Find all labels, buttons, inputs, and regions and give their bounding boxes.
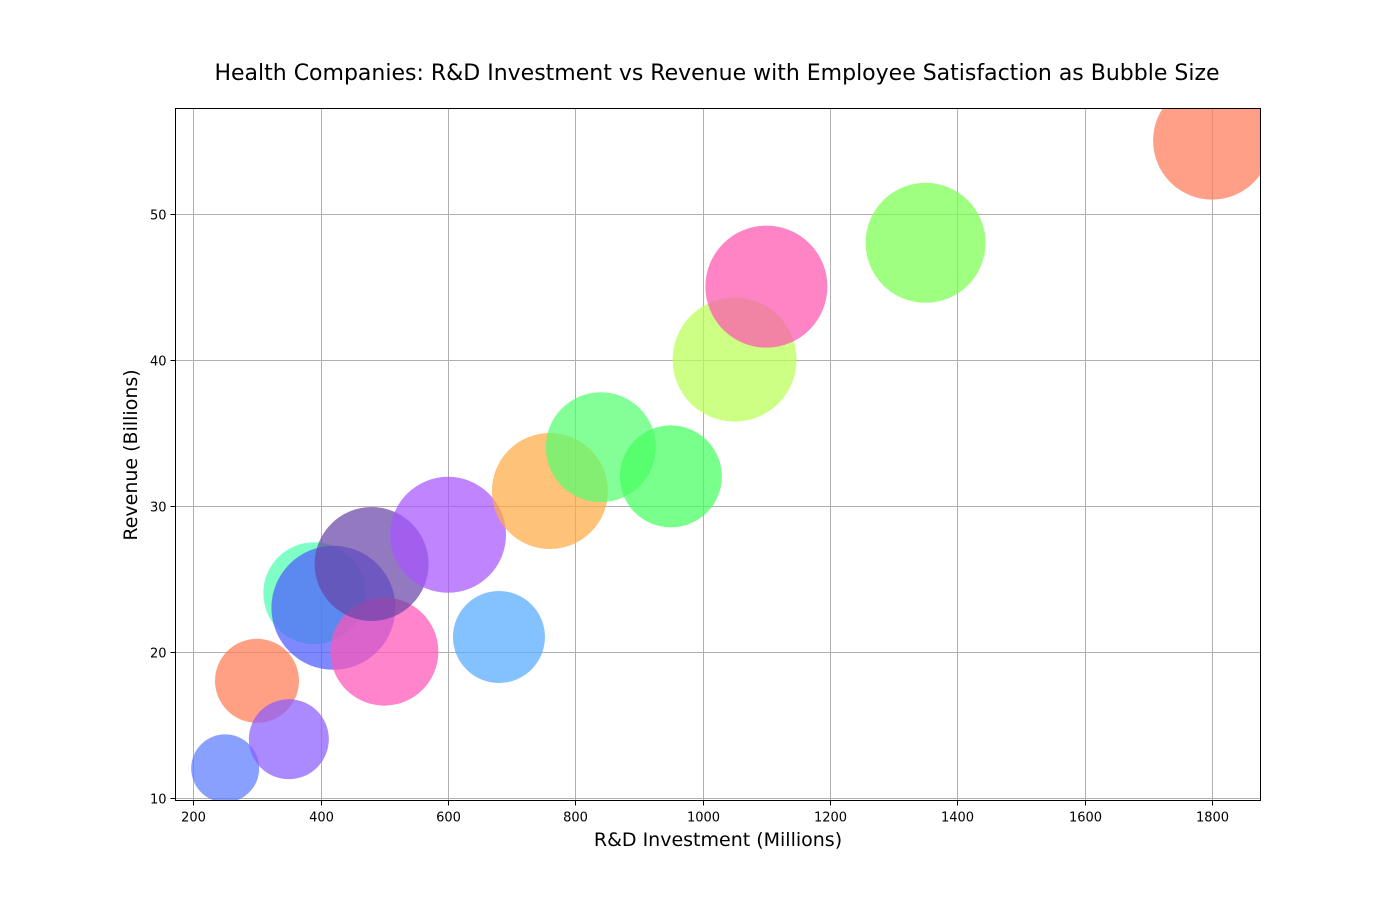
x-tick-label: 1200 <box>814 811 847 826</box>
bubble-point <box>191 734 260 801</box>
bubble-point <box>1153 108 1261 200</box>
x-tick-label: 1600 <box>1069 811 1102 826</box>
bubble-point <box>452 590 545 683</box>
bubble-point <box>248 699 329 780</box>
bubble-point <box>705 225 828 348</box>
x-axis-ticks: 200 400 600 800 1000 1200 1400 1600 1800 <box>181 800 1229 826</box>
x-tick-label: 1400 <box>941 811 974 826</box>
bubble-point <box>330 597 439 706</box>
bubble-point <box>390 476 507 593</box>
bubble-point <box>619 425 722 528</box>
x-axis-label: R&D Investment (Millions) <box>594 829 842 851</box>
y-axis-ticks: 10 20 30 40 50 <box>150 209 176 808</box>
y-axis-label: Revenue (Billions) <box>120 369 142 540</box>
x-tick-label: 600 <box>436 811 461 826</box>
plot-frame <box>175 108 1261 801</box>
grid-lines <box>175 108 1261 801</box>
y-tick-label: 40 <box>150 355 167 370</box>
y-tick-label: 30 <box>150 501 167 516</box>
y-tick-label: 10 <box>150 793 167 808</box>
x-tick-label: 800 <box>563 811 588 826</box>
y-tick-label: 20 <box>150 647 167 662</box>
chart-title: Health Companies: R&D Investment vs Reve… <box>214 61 1219 86</box>
y-tick-label: 50 <box>150 209 167 224</box>
bubble-point <box>865 182 986 303</box>
bubble-series <box>191 108 1261 801</box>
x-tick-label: 400 <box>309 811 334 826</box>
x-tick-label: 1000 <box>687 811 720 826</box>
x-tick-label: 200 <box>181 811 206 826</box>
x-tick-label: 1800 <box>1196 811 1229 826</box>
